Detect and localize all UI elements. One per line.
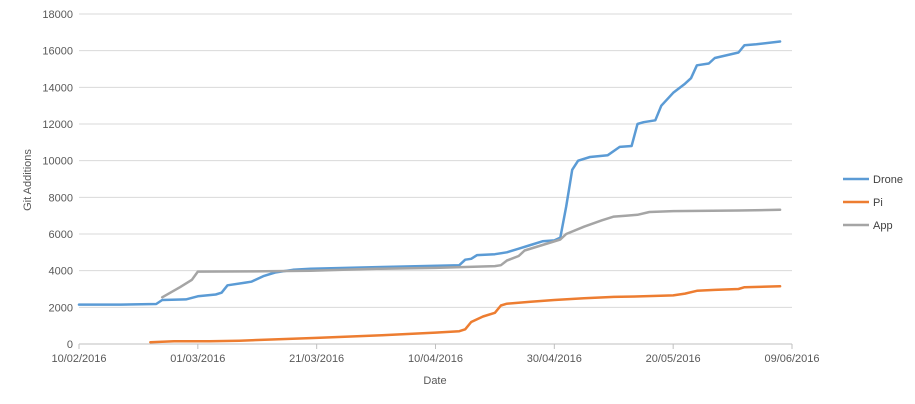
legend-label-drone: Drone (873, 174, 903, 186)
y-tick-label: 16000 (42, 46, 73, 58)
series-line-drone (77, 40, 782, 306)
x-tick-label: 30/04/2016 (527, 353, 582, 365)
y-tick-label: 14000 (42, 82, 73, 94)
series-lines (77, 40, 782, 344)
x-tick-label: 09/06/2016 (764, 353, 819, 365)
y-tick-label: 18000 (42, 9, 73, 21)
x-axis-title: Date (423, 375, 446, 387)
gridlines (79, 13, 792, 308)
x-tick-label: 20/05/2016 (646, 353, 701, 365)
y-tick-label: 4000 (49, 266, 73, 278)
x-tick-label: 01/03/2016 (170, 353, 225, 365)
y-tick-label: 2000 (49, 302, 73, 314)
legend-label-pi: Pi (873, 197, 883, 209)
y-tick-label: 6000 (49, 229, 73, 241)
legend: Drone Pi App (843, 174, 903, 232)
y-tick-label: 8000 (49, 192, 73, 204)
y-axis-title: Git Additions (22, 149, 34, 211)
series-line-app (160, 208, 782, 299)
x-tick-label: 10/04/2016 (408, 353, 463, 365)
y-tick-label: 12000 (42, 119, 73, 131)
y-axis-ticks: 0 2000 4000 6000 8000 10000 12000 14000 16000 180… (42, 9, 73, 351)
x-axis-ticks: 10/02/2016 01/03/2016 21/03/2016 10/04/2016… (51, 344, 820, 365)
y-tick-label: 10000 (42, 156, 73, 168)
y-tick-label: 0 (67, 339, 73, 351)
x-tick-label: 10/02/2016 (51, 353, 106, 365)
x-tick-label: 21/03/2016 (289, 353, 344, 365)
series-line-pi (149, 285, 782, 344)
legend-label-app: App (873, 220, 893, 232)
